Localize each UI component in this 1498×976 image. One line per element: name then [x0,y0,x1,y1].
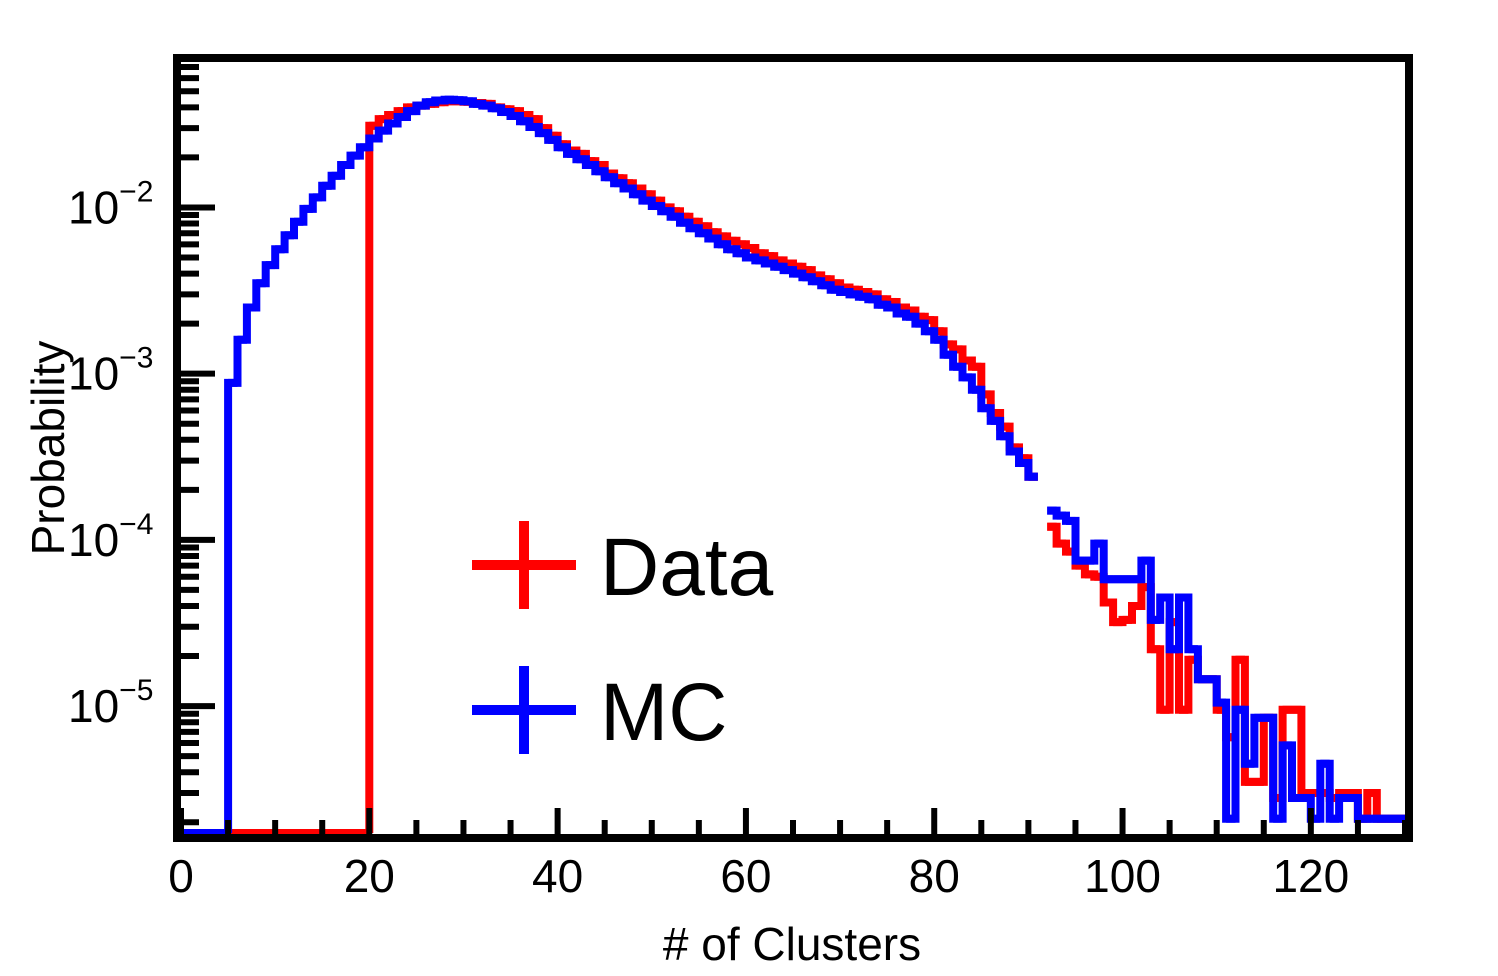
series-layer [181,95,1405,837]
x-tick-label: 120 [1272,850,1349,902]
y-tick-label: 10−5 [68,674,153,732]
y-tick-label: 10−3 [68,342,153,400]
plot-frame [173,54,1413,842]
legend-label: Data [600,522,774,613]
x-tick-labels: 0 20 40 60 80 100 120 [168,850,1349,902]
ticks-layer [178,63,1408,834]
series-mc [181,95,1405,837]
legend-item-mc: MC [472,666,728,758]
legend-item-data: Data [472,521,774,613]
x-tick-label: 40 [532,850,583,902]
legend-label: MC [600,667,728,758]
x-tick-label: 80 [909,850,960,902]
x-axis-title: # of Clusters [663,918,921,970]
y-tick-labels: 10−2 10−3 10−4 10−5 [68,175,153,732]
x-tick-label: 20 [344,850,395,902]
y-axis-title: Probability [22,341,74,556]
x-tick-label: 0 [168,850,194,902]
x-tick-label: 60 [720,850,771,902]
y-tick-label: 10−2 [68,175,153,233]
y-tick-label: 10−4 [68,508,153,566]
legend: Data MC [472,521,774,758]
x-tick-label: 100 [1084,850,1161,902]
